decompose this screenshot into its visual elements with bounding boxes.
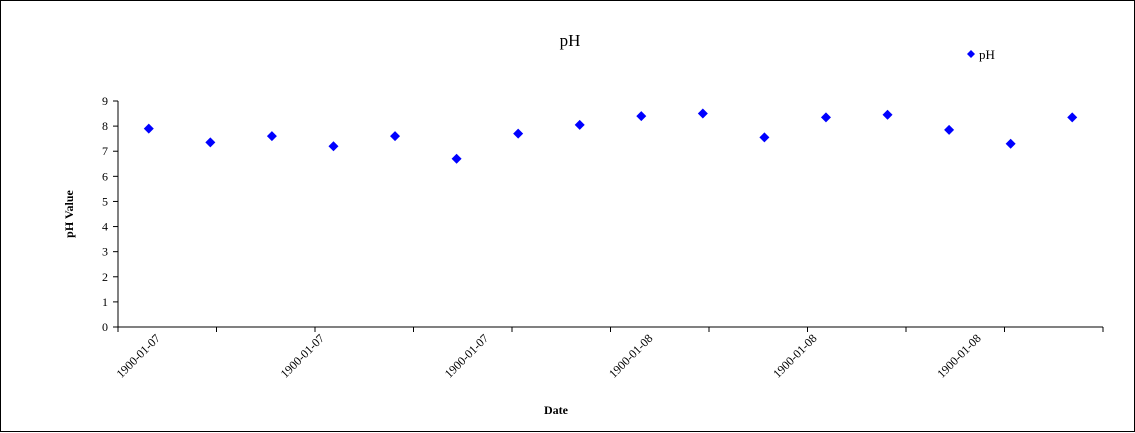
- x-tick-label: 1900-01-08: [606, 331, 655, 380]
- x-ticks: 1900-01-07 1900-01-07 1900-01-07 1900-01-08…: [113, 327, 1104, 381]
- y-tick-label: 2: [102, 270, 108, 284]
- data-point: [636, 111, 647, 122]
- y-ticks: 0 1 2 3 4 5 6 7 8 9: [102, 94, 118, 334]
- x-tick-label: 1900-01-07: [278, 331, 327, 380]
- legend: pH: [967, 47, 995, 62]
- y-tick-label: 1: [102, 295, 108, 309]
- y-tick-label: 9: [102, 94, 108, 108]
- y-tick-label: 0: [102, 320, 108, 334]
- data-point: [1005, 138, 1016, 149]
- y-tick-label: 3: [102, 245, 108, 259]
- data-point: [143, 123, 154, 134]
- y-tick-label: 5: [102, 194, 108, 208]
- x-tick-label: 1900-01-07: [113, 331, 162, 380]
- data-point: [820, 112, 831, 123]
- y-tick-label: 6: [102, 169, 108, 183]
- x-axis-title: Date: [544, 403, 569, 417]
- data-points: [143, 108, 1078, 164]
- data-point: [266, 131, 277, 142]
- legend-marker: [967, 50, 975, 58]
- data-point: [328, 141, 339, 152]
- chart-title: pH: [560, 31, 581, 50]
- data-point: [944, 124, 955, 135]
- data-point: [451, 153, 462, 164]
- y-tick-label: 4: [102, 220, 108, 234]
- data-point: [205, 137, 216, 148]
- data-point: [759, 132, 770, 143]
- data-point: [390, 131, 401, 142]
- data-point: [574, 119, 585, 130]
- data-point: [882, 109, 893, 120]
- y-tick-label: 7: [102, 144, 108, 158]
- y-tick-label: 8: [102, 119, 108, 133]
- x-tick-label: 1900-01-08: [934, 331, 983, 380]
- x-tick-label: 1900-01-07: [442, 331, 491, 380]
- data-point: [513, 128, 524, 139]
- x-tick-label: 1900-01-08: [770, 331, 819, 380]
- data-point: [1067, 112, 1078, 123]
- y-axis-title: pH Value: [62, 189, 76, 237]
- legend-label: pH: [979, 47, 995, 62]
- data-point: [697, 108, 708, 119]
